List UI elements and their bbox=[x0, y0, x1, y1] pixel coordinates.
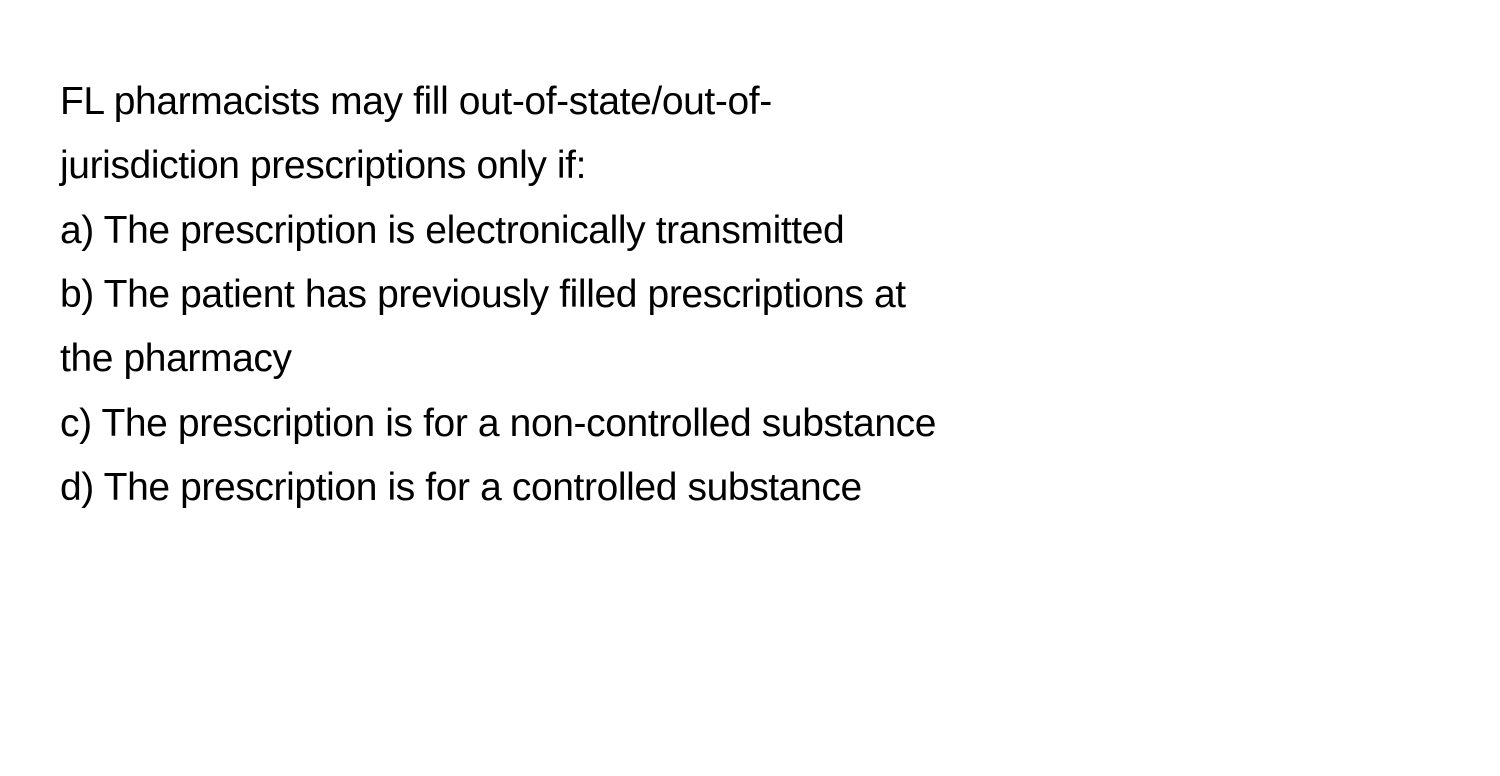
question-container: FL pharmacists may fill out-of-state/out… bbox=[60, 70, 1440, 520]
option-d: d) The prescription is for a controlled … bbox=[60, 456, 1440, 520]
option-c: c) The prescription is for a non-control… bbox=[60, 392, 1440, 456]
stem-line-2: jurisdiction prescriptions only if: bbox=[60, 134, 1440, 198]
stem-line-1: FL pharmacists may fill out-of-state/out… bbox=[60, 70, 1440, 134]
option-b-line-1: b) The patient has previously filled pre… bbox=[60, 263, 1440, 327]
question-stem: FL pharmacists may fill out-of-state/out… bbox=[60, 70, 1440, 199]
option-b-line-2: the pharmacy bbox=[60, 327, 1440, 391]
option-a: a) The prescription is electronically tr… bbox=[60, 199, 1440, 263]
